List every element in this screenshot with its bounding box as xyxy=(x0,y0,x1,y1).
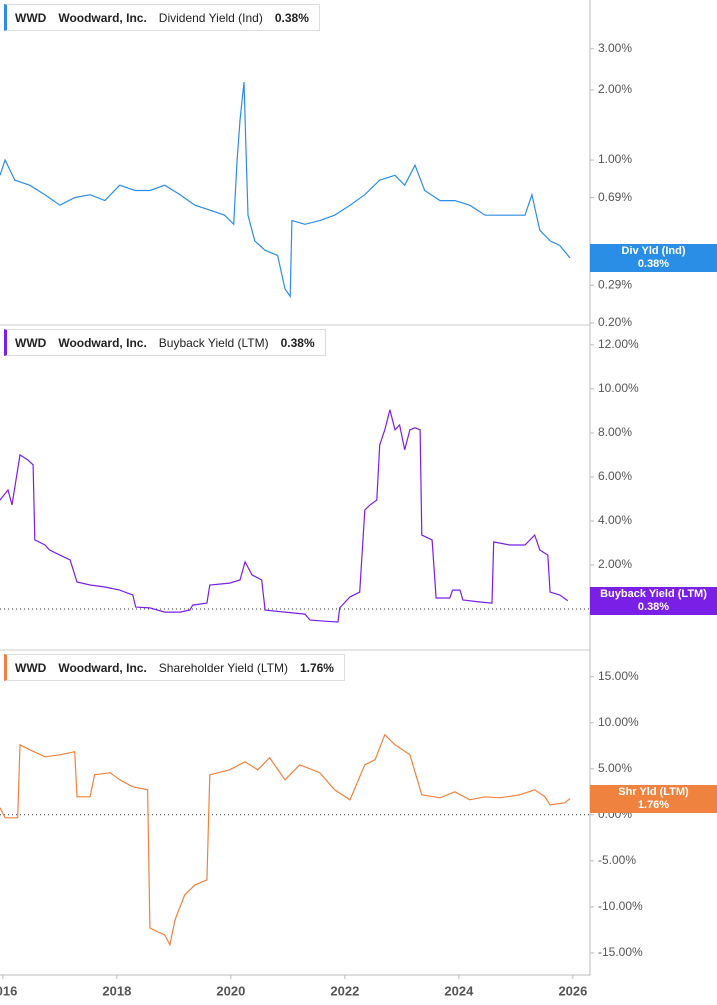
last-value: 0.38% xyxy=(280,335,315,350)
company: Woodward, Inc. xyxy=(58,660,147,675)
company: Woodward, Inc. xyxy=(58,10,147,25)
y-tick-label: 10.00% xyxy=(598,381,639,395)
value-tag: Div Yld (Ind) 0.38% xyxy=(590,243,717,272)
x-tick-label: 2018 xyxy=(102,983,131,998)
y-tick-label: 5.00% xyxy=(598,761,632,775)
y-tick-label: 2.00% xyxy=(598,557,632,571)
value-tag: Shr Yld (LTM) 1.76% xyxy=(590,784,717,813)
y-tick-label: 1.00% xyxy=(598,152,632,166)
y-tick-label: 0.29% xyxy=(598,278,632,292)
tag-value: 0.38% xyxy=(637,257,670,270)
y-tick-label: -10.00% xyxy=(598,899,643,913)
tag-name: Buyback Yield (LTM) xyxy=(600,587,707,600)
ticker: WWD xyxy=(15,10,47,25)
legend-header: WWD Woodward, Inc. Shareholder Yield (LTM)… xyxy=(4,654,345,681)
y-tick-label: 15.00% xyxy=(598,669,639,683)
y-tick-label: 4.00% xyxy=(598,513,632,527)
x-tick-label: 2024 xyxy=(444,983,474,998)
last-value: 0.38% xyxy=(274,10,309,25)
legend-header: WWD Woodward, Inc. Buyback Yield (LTM) 0.38… xyxy=(4,329,326,356)
y-tick-label: 12.00% xyxy=(598,337,639,351)
tag-name: Shr Yld (LTM) xyxy=(618,785,689,798)
series-line xyxy=(0,733,571,947)
x-tick-label: 2020 xyxy=(216,983,245,998)
value-tag: Buyback Yield (LTM) 0.38% xyxy=(590,586,717,615)
tag-value: 0.38% xyxy=(637,600,670,613)
y-tick-label: 2.00% xyxy=(598,82,632,96)
x-tick-label: 2026 xyxy=(558,983,587,998)
y-tick-label: 8.00% xyxy=(598,425,632,439)
x-tick-label: 2022 xyxy=(330,983,359,998)
x-tick-label: 2016 xyxy=(0,983,17,998)
series-line xyxy=(0,409,569,623)
y-tick-label: 3.00% xyxy=(598,41,632,55)
tag-name: Div Yld (Ind) xyxy=(621,244,686,257)
y-tick-label: -5.00% xyxy=(598,853,636,867)
series-name: Dividend Yield (Ind) xyxy=(158,10,263,25)
ticker: WWD xyxy=(15,335,47,350)
y-tick-label: 0.20% xyxy=(598,315,632,329)
legend-header: WWD Woodward, Inc. Dividend Yield (Ind) 0.3… xyxy=(4,4,320,31)
series-line xyxy=(0,82,571,299)
y-tick-label: 0.69% xyxy=(598,190,632,204)
y-tick-label: -15.00% xyxy=(598,945,643,959)
tag-value: 1.76% xyxy=(637,798,670,811)
series-name: Shareholder Yield (LTM) xyxy=(158,660,288,675)
y-tick-label: 10.00% xyxy=(598,715,639,729)
ticker: WWD xyxy=(15,660,47,675)
company: Woodward, Inc. xyxy=(58,335,147,350)
last-value: 1.76% xyxy=(299,660,334,675)
series-name: Buyback Yield (LTM) xyxy=(158,335,269,350)
y-tick-label: 6.00% xyxy=(598,469,632,483)
